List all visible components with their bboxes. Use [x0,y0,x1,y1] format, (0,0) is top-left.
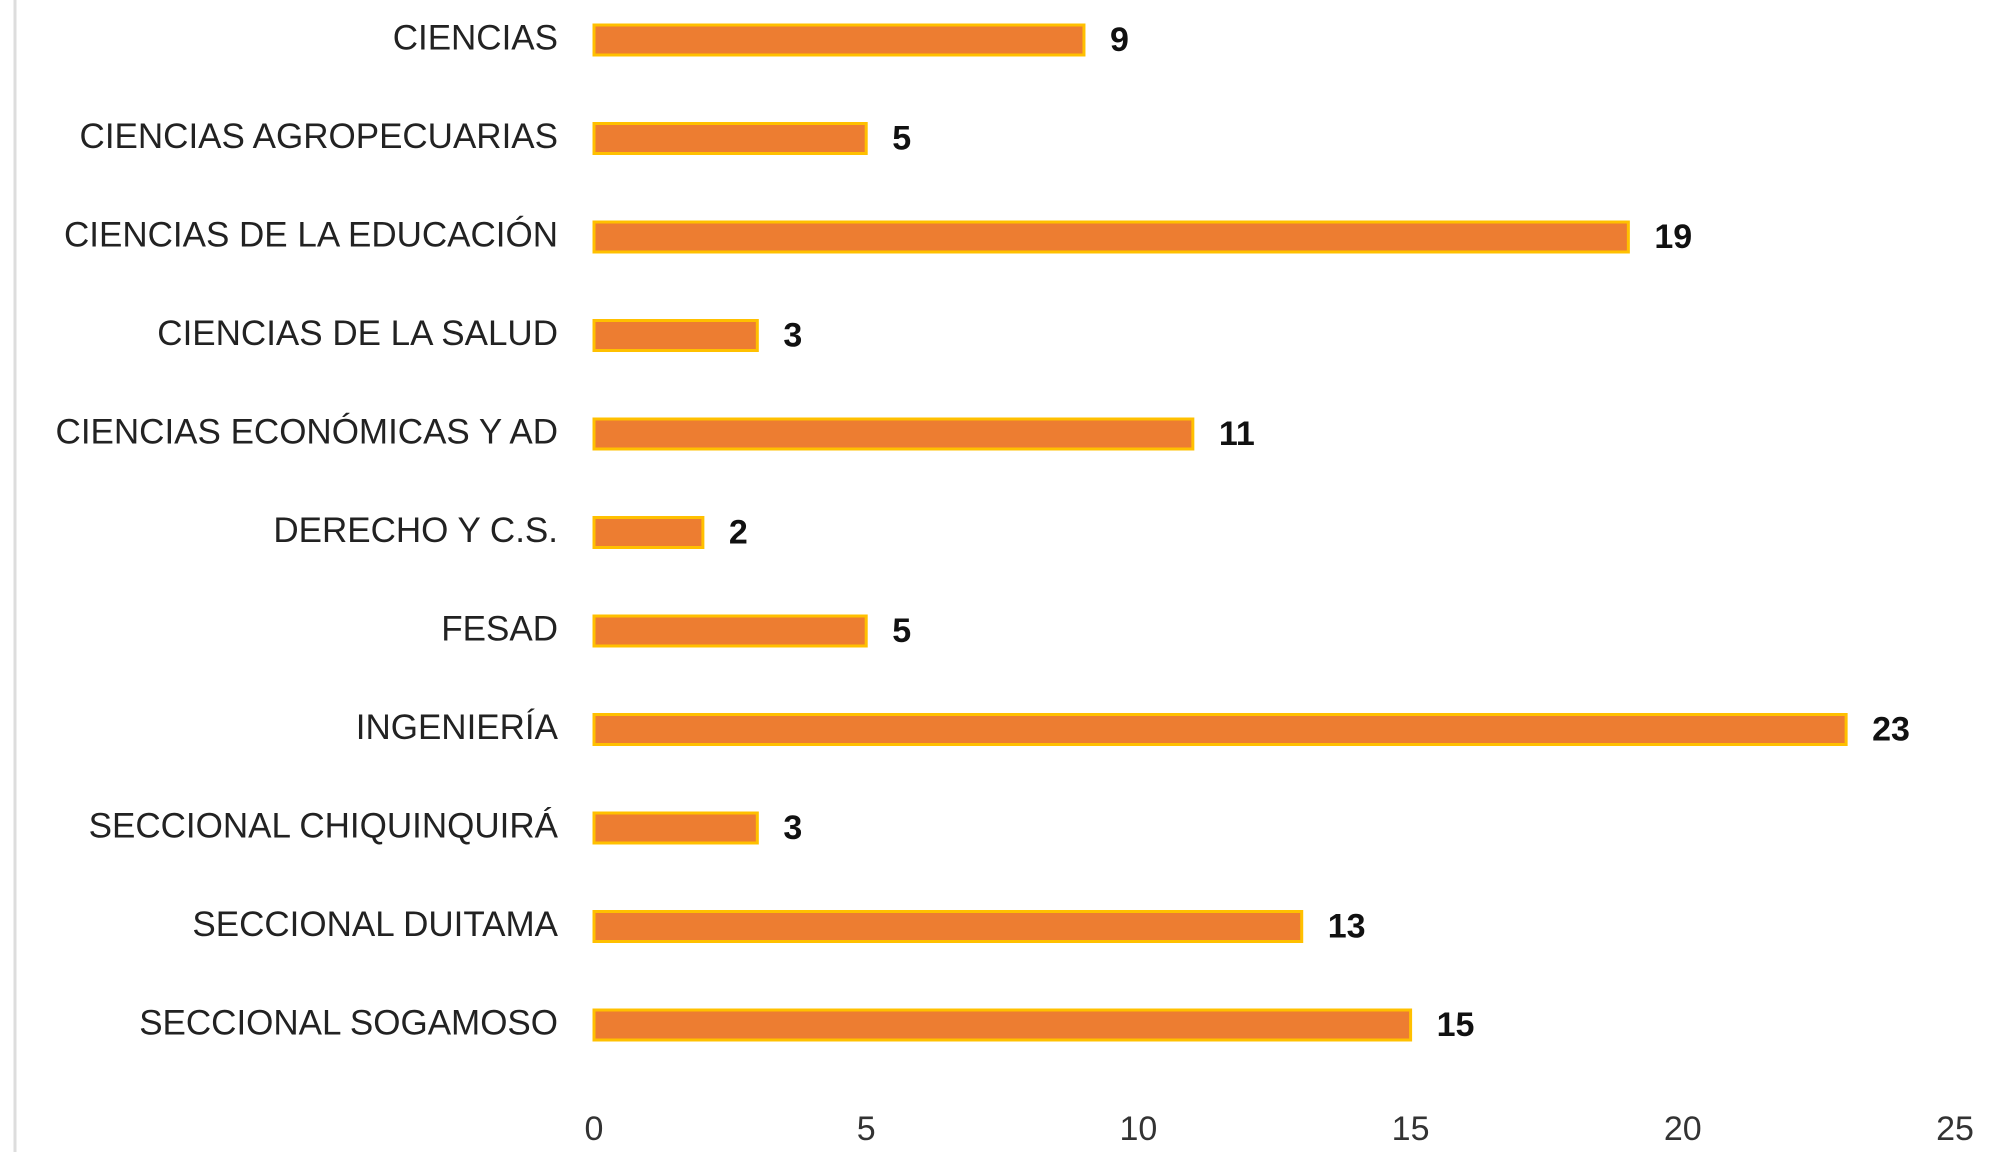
value-label: 5 [892,612,911,650]
bar [592,220,1630,254]
x-tick-label: 5 [857,1110,876,1148]
bar [592,910,1304,943]
bar [592,516,705,549]
category-label: SECCIONAL CHIQUINQUIRÁ [89,806,559,845]
category-label: SECCIONAL SOGAMOSO [139,1003,558,1042]
category-label: SECCIONAL DUITAMA [192,905,558,944]
value-label: 9 [1110,21,1129,59]
x-tick-label: 25 [1936,1110,1974,1148]
category-label: FESAD [441,609,558,648]
bar [592,713,1848,746]
category-label: CIENCIAS DE LA SALUD [157,314,558,353]
value-label: 5 [892,119,911,157]
value-label: 23 [1872,710,1910,748]
value-label: 11 [1219,415,1255,453]
category-label: CIENCIAS ECONÓMICAS Y AD [56,412,558,451]
category-label: DERECHO Y C.S. [273,511,558,550]
value-label: 3 [783,316,802,354]
category-label: INGENIERÍA [356,708,559,747]
value-label: 2 [729,513,748,551]
value-label: 19 [1654,218,1692,256]
bar [592,122,868,155]
value-label: 15 [1437,1006,1475,1044]
x-tick-label: 10 [1119,1110,1157,1148]
bar [592,1008,1413,1042]
x-tick-label: 20 [1664,1110,1702,1148]
bar [592,23,1086,57]
value-label: 3 [783,809,802,847]
bar [592,614,868,648]
bar [592,319,759,352]
bar [592,417,1195,451]
category-label: CIENCIAS AGROPECUARIAS [80,117,558,156]
x-tick-label: 0 [585,1110,604,1148]
x-tick-label: 15 [1392,1110,1430,1148]
category-label: CIENCIAS [393,18,558,57]
category-label: CIENCIAS DE LA EDUCACIÓN [64,215,558,254]
bar [592,811,759,845]
value-label: 13 [1328,907,1366,945]
